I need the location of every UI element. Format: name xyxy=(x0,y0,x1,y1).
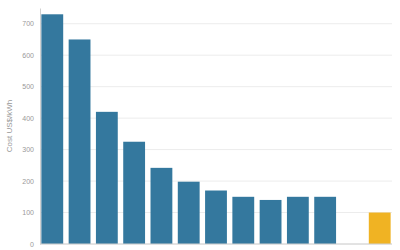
bar xyxy=(123,142,145,244)
bar xyxy=(178,182,200,244)
bar xyxy=(69,39,91,244)
y-tick: 200 xyxy=(22,178,40,185)
y-tick: 0 xyxy=(30,241,40,248)
grid-line xyxy=(40,118,392,119)
bar xyxy=(41,14,63,244)
y-tick: 400 xyxy=(22,115,40,122)
bars xyxy=(41,14,390,244)
grid-line xyxy=(40,149,392,150)
y-tick-label: 100 xyxy=(22,209,34,216)
y-axis-line xyxy=(40,9,41,245)
y-tick: 500 xyxy=(22,83,40,90)
bar xyxy=(232,197,254,244)
y-axis: 0 100 200 300 400 500 600 700 xyxy=(22,9,40,248)
bar xyxy=(205,191,227,244)
y-tick: 600 xyxy=(22,52,40,59)
grid-line xyxy=(40,23,392,24)
y-tick-label: 200 xyxy=(22,178,34,185)
grid-line xyxy=(40,86,392,87)
y-tick: 300 xyxy=(22,146,40,153)
y-axis-title: Cost US$/kWh xyxy=(5,100,14,152)
bar xyxy=(314,197,336,244)
y-tick: 700 xyxy=(22,20,40,27)
grid-line xyxy=(40,244,392,245)
chart: 0 100 200 300 400 500 600 700 Cost US$/kWh xyxy=(0,0,400,250)
plot: 0 100 200 300 400 500 600 700 xyxy=(22,9,392,248)
grid xyxy=(40,24,392,244)
y-tick-label: 500 xyxy=(22,83,34,90)
x-axis-line xyxy=(40,244,392,245)
bar xyxy=(260,200,282,244)
y-tick-label: 0 xyxy=(30,241,34,248)
bar xyxy=(151,168,173,244)
y-tick-label: 400 xyxy=(22,115,34,122)
grid-line xyxy=(40,55,392,56)
y-tick-label: 600 xyxy=(22,52,34,59)
bar xyxy=(369,213,391,244)
y-tick: 100 xyxy=(22,209,40,216)
bar xyxy=(96,112,118,244)
grid-line xyxy=(40,181,392,182)
bar xyxy=(287,197,309,244)
y-tick-label: 700 xyxy=(22,20,34,27)
y-tick-label: 300 xyxy=(22,146,34,153)
